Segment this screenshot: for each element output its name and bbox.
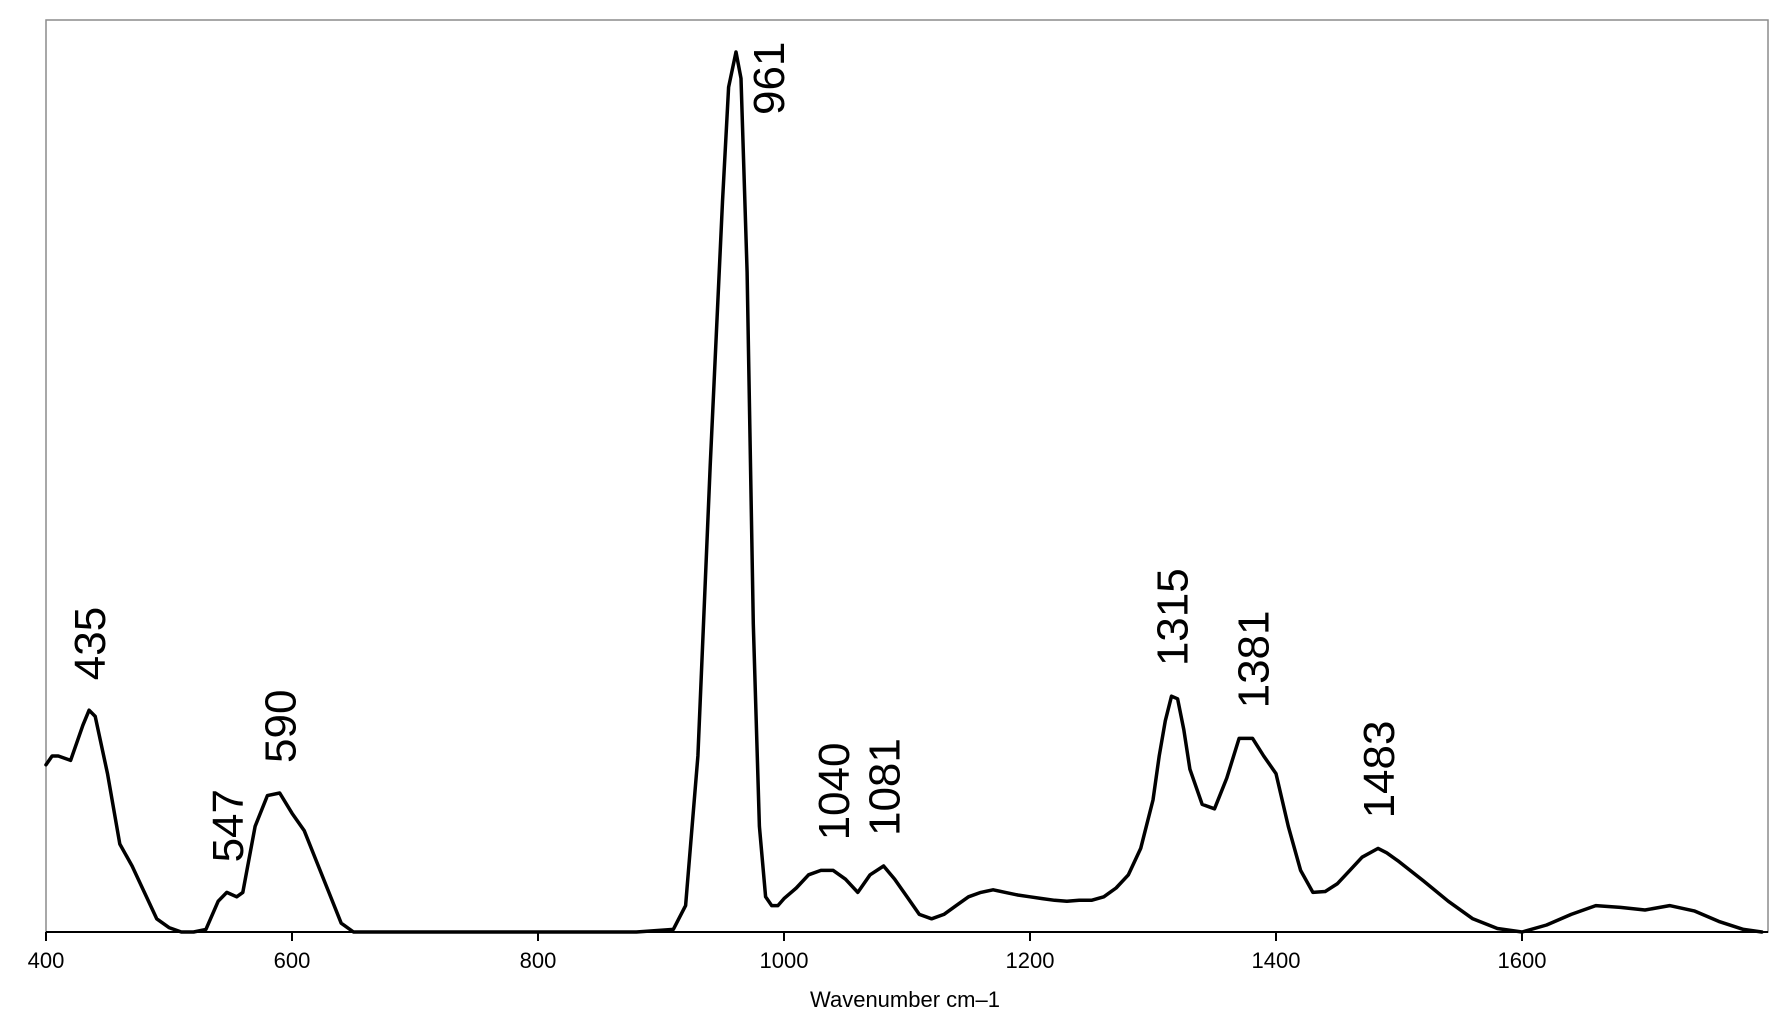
x-tick-label-400: 400: [28, 948, 65, 973]
x-tick-label-1200: 1200: [1006, 948, 1055, 973]
x-axis-tick-labels: 400 600 800 1000 1200 1400 1600: [28, 948, 1547, 973]
peak-label-590: 590: [257, 690, 306, 763]
x-tick-label-800: 800: [520, 948, 557, 973]
peak-label-1315: 1315: [1148, 568, 1197, 666]
peak-label-435: 435: [66, 607, 115, 680]
peak-label-1081: 1081: [861, 738, 910, 836]
peak-label-1381: 1381: [1230, 611, 1279, 709]
peak-label-961: 961: [745, 42, 794, 115]
series-line-spectrum: [44, 50, 1764, 934]
peak-label-1040: 1040: [810, 743, 859, 841]
x-tick-label-600: 600: [274, 948, 311, 973]
x-tick-label-1000: 1000: [760, 948, 809, 973]
x-axis-ticks: [45, 932, 1523, 941]
x-tick-label-1600: 1600: [1498, 948, 1547, 973]
x-tick-label-1400: 1400: [1252, 948, 1301, 973]
peak-label-547: 547: [204, 789, 253, 862]
x-axis-title: Wavenumber cm–1: [810, 987, 1000, 1012]
peak-label-1483: 1483: [1355, 721, 1404, 819]
